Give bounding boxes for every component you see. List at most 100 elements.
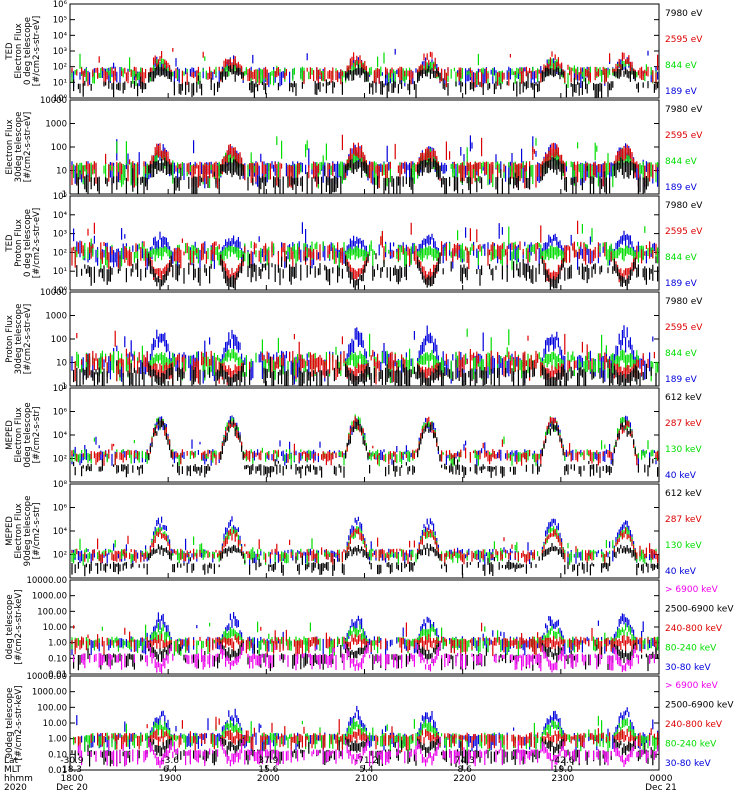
y-tick-label: 1.00 [48,639,67,649]
legend-entry: 287 keV [665,515,702,525]
x-row-value: -3.6 [161,756,179,766]
y-axis-title-line: Electron Flux [14,503,24,558]
legend-entry: 240-800 keV [665,624,723,634]
y-tick-label: 10000 [40,288,67,298]
x-time-label: 2300 [551,774,574,784]
legend-entry: > 6900 keV [665,681,719,691]
series-trace [71,134,657,189]
x-row-label: hhmm [4,774,33,784]
legend-entry: 2595 eV [665,227,703,237]
legend-entry: 130 keV [665,541,702,551]
legend-entry: 130 keV [665,445,702,455]
y-tick-label: 10 [56,167,67,177]
y-axis-title-line: Electron Flux [14,23,24,78]
legend-entry: 844 eV [665,253,698,263]
y-tick-label: 1000 [45,120,67,130]
y-axis-title-line: 30deg telescope [14,112,24,183]
series-287-kev [71,527,659,565]
y-axis-title-line: MEPED [5,516,15,546]
y-tick-label: 10⁵ [53,16,67,26]
series-group [71,414,659,479]
x-row-value: 18.3 [62,765,82,775]
series-group [71,612,659,674]
series-trace [77,737,659,770]
x-time-label: 1800 [61,774,84,784]
x-row-label: Lat [4,756,19,766]
y-tick-label: 10⁰ [53,286,68,296]
y-axis-title-line: Proton Flux [14,219,24,267]
x-time-label: 2200 [453,774,476,784]
legend-entry: 2595 eV [665,323,703,333]
legend-entry: 7980 eV [665,105,703,115]
series-trace [73,641,655,674]
panel-frame [69,483,660,579]
x-time-label: 2100 [355,774,378,784]
panel-5 [69,387,660,483]
panel-7 [69,579,660,675]
legend-entry: 189 eV [665,183,698,193]
series-group [71,325,659,386]
legend-entry: 844 eV [665,157,698,167]
y-tick-label: 10⁶ [53,504,68,514]
y-tick-label: 1 [62,190,67,200]
y-axis-title-line: [#/cm2-s-str-eV] [23,304,33,374]
series-trace [73,354,657,386]
legend-entry: 7980 eV [665,201,703,211]
y-tick-label: 10⁸ [53,480,68,490]
y-tick-label: 100 [51,335,67,345]
x-time-label: 2000 [257,774,280,784]
y-tick-label: 0.10 [48,654,67,664]
y-axis-title-line: 30deg telescope [14,304,24,375]
panel-3 [69,195,660,291]
x-row-value: 19.0 [553,765,573,775]
x-row-value: -71.2 [355,756,378,766]
series-trace [76,252,659,290]
legend-entry: 7980 eV [665,297,703,307]
panel-frame [69,3,660,99]
y-tick-label: 10⁴ [53,527,68,537]
y-tick-label: 0.10 [48,750,67,760]
y-axis-title-line: [#/cm2-s-str-eV] [32,16,42,86]
legend-entry: 844 eV [665,349,698,359]
y-axis-title-line: 0 deg telescope [23,17,33,85]
y-tick-label: 10⁴ [53,31,68,41]
y-axis-title-line: MEPED [5,420,15,450]
y-tick-label: 10.00 [43,719,67,729]
y-axis-title-line: [#/cm2-s-str-eV] [23,112,33,182]
panel-4 [69,291,660,387]
legend-entry: 612 keV [665,489,702,499]
y-axis-title-line: [#/cm2-s-str-eV] [32,208,42,278]
panel-1 [69,3,660,99]
y-axis-title-line: TED [5,234,15,253]
x-row-label: 2020 [4,783,27,793]
series-7980-ev [76,252,659,290]
series-2595-ev [71,134,657,189]
x-time-label: 1900 [159,774,182,784]
legend-entry: 189 eV [665,375,698,385]
y-axis-title-line: 0deg telescope [5,594,15,659]
y-tick-label: 0.01 [48,766,67,776]
legend-entry: 189 eV [665,87,698,97]
series-group [71,134,659,194]
series-trace [76,157,649,194]
y-tick-label: 10¹ [53,78,67,88]
panel-frame [69,99,660,195]
y-tick-label: 10⁴ [53,431,68,441]
x-date-end: Dec 21 [645,783,677,793]
legend-entry: 80-240 keV [665,644,717,654]
series-trace [71,543,659,577]
legend-entry: 2595 eV [665,131,703,141]
y-tick-label: 10⁸ [53,384,68,394]
x-row-value: 15.6 [258,765,278,775]
y-tick-label: 10² [53,455,67,465]
legend-entry: 30-80 keV [665,759,711,769]
series-group [71,516,659,577]
y-tick-label: 10 [56,359,67,369]
y-axis-title-line: 0deg telescope [23,402,33,467]
y-tick-label: 10⁶ [53,408,68,418]
legend-entry: 844 eV [665,61,698,71]
y-tick-label: 10⁰ [53,94,68,104]
y-axis-title-line: [#/cm2-s-str-keV] [14,686,24,761]
legend-entry: 240-800 keV [665,720,723,730]
